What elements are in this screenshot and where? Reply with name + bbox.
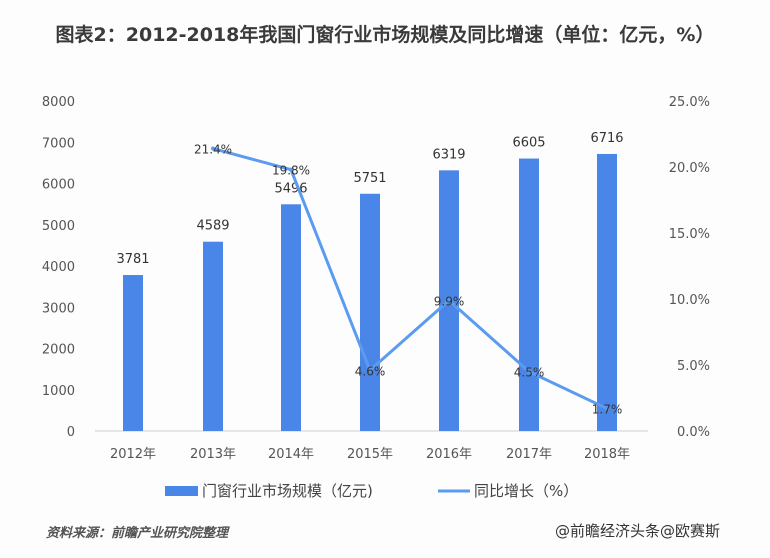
bar-label: 3781 [116, 252, 149, 267]
y-left-tick-label: 4000 [42, 260, 75, 275]
bar [360, 193, 380, 431]
line-point [527, 369, 531, 374]
y-right-tick-label: 15.0% [669, 227, 710, 242]
y-right-tick-label: 0.0% [677, 425, 710, 440]
line-label: 21.4% [194, 143, 232, 157]
line-label: 1.7% [592, 403, 623, 417]
y-right-tick-label: 20.0% [669, 161, 710, 176]
line-point [289, 167, 293, 172]
y-left-tick-label: 7000 [42, 136, 75, 151]
line-label: 9.9% [434, 294, 465, 308]
y-left-tick-label: 0 [67, 425, 75, 440]
y-right-tick-label: 25.0% [669, 95, 710, 110]
bar-label: 6319 [432, 147, 465, 162]
line-label: 4.6% [355, 364, 386, 378]
bar [597, 153, 617, 431]
bar [281, 204, 301, 431]
bar-label: 6716 [590, 131, 623, 146]
line-point [447, 298, 451, 303]
line-point [368, 368, 372, 373]
y-left-tick-label: 1000 [42, 384, 75, 399]
legend-bar-label: 门窗行业市场规模（亿元) [202, 482, 373, 500]
x-tick-label: 2014年 [268, 447, 314, 462]
growth-line [212, 147, 608, 410]
y-left-tick-label: 5000 [42, 219, 75, 234]
legend-bar-swatch [165, 486, 198, 496]
x-tick-label: 2017年 [506, 447, 552, 462]
y-left-tick-label: 2000 [42, 343, 75, 358]
y-left-tick-label: 8000 [42, 95, 75, 110]
legend-line-label: 同比增长（%） [474, 482, 578, 500]
line-label: 19.8% [272, 164, 310, 178]
watermark: @前瞻经济头条@欧赛斯 [555, 522, 721, 540]
line-point [211, 146, 215, 151]
bar-label: 5751 [353, 171, 386, 186]
x-tick-label: 2013年 [190, 447, 236, 462]
source-note: 资料来源：前瞻产业研究院整理 [46, 526, 229, 541]
chart-title: 图表2：2012-2018年我国门窗行业市场规模及同比增速（单位：亿元，%） [55, 24, 715, 46]
bar-label: 6605 [512, 136, 545, 151]
x-tick-label: 2012年 [110, 447, 156, 462]
y-right-tick-label: 5.0% [677, 359, 710, 374]
x-tick-label: 2016年 [426, 447, 472, 462]
x-tick-label: 2018年 [584, 447, 630, 462]
y-left-tick-label: 3000 [42, 301, 75, 316]
x-tick-label: 2015年 [347, 447, 393, 462]
bar [519, 158, 539, 431]
bar-label: 5496 [274, 181, 307, 196]
bar [123, 275, 143, 431]
line-point [605, 406, 609, 411]
y-right-tick-label: 10.0% [669, 293, 710, 308]
bar [203, 241, 223, 431]
y-left-tick-label: 6000 [42, 178, 75, 193]
bar-label: 4589 [196, 219, 229, 234]
line-label: 4.5% [514, 366, 545, 380]
